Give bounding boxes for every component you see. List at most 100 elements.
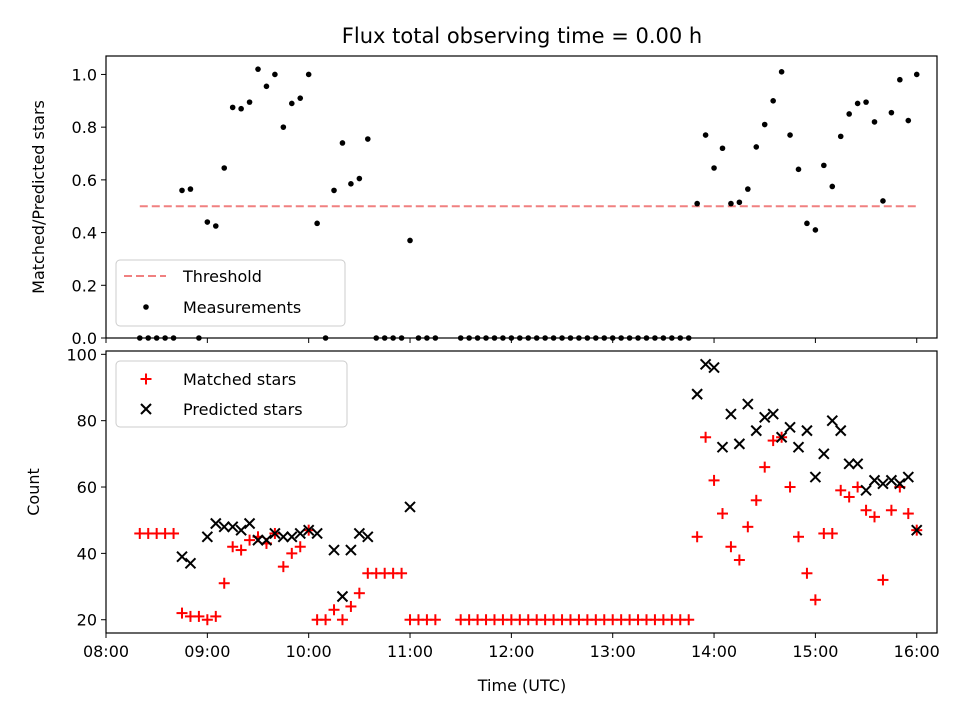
predicted-stars-point bbox=[742, 398, 754, 410]
measurement-point bbox=[837, 133, 844, 140]
measurement-point bbox=[238, 105, 244, 112]
legend-measurements-label: Measurements bbox=[183, 298, 301, 317]
measurement-point bbox=[745, 186, 751, 192]
predicted-stars-point bbox=[269, 527, 281, 540]
measurement-point bbox=[415, 335, 422, 341]
predicted-stars-point bbox=[311, 527, 323, 540]
matched-stars-point bbox=[429, 614, 441, 626]
top-y-tick-label: 0.8 bbox=[72, 118, 97, 137]
measurement-point bbox=[170, 335, 177, 341]
bottom-x-tick-label: 09:00 bbox=[184, 642, 230, 661]
matched-stars-point bbox=[294, 541, 306, 553]
matched-stars-point bbox=[168, 527, 180, 539]
measurement-point bbox=[390, 335, 396, 341]
measurement-points bbox=[136, 66, 920, 341]
matched-stars-point bbox=[708, 474, 720, 486]
measurement-point bbox=[863, 99, 869, 105]
predicted-stars-point bbox=[885, 474, 898, 487]
predicted-stars-points bbox=[176, 358, 923, 603]
measurement-point bbox=[702, 132, 709, 138]
measurement-point bbox=[331, 187, 337, 194]
matched-stars-point bbox=[235, 544, 247, 556]
predicted-stars-point bbox=[826, 414, 838, 427]
predicted-stars-point bbox=[725, 408, 737, 420]
measurement-point bbox=[466, 335, 472, 341]
predicted-stars-point bbox=[235, 524, 247, 536]
matched-stars-point bbox=[336, 614, 348, 626]
measurement-point bbox=[229, 104, 236, 111]
bottom-legend: Matched stars Predicted stars bbox=[115, 360, 348, 428]
measurement-point bbox=[356, 175, 363, 182]
measurement-point bbox=[153, 335, 160, 341]
measurement-point bbox=[457, 335, 464, 341]
measurement-point bbox=[381, 335, 388, 341]
measurement-point bbox=[846, 111, 852, 117]
measurement-point bbox=[212, 223, 219, 229]
predicted-stars-point bbox=[252, 534, 264, 546]
predicted-stars-point bbox=[362, 531, 374, 543]
measurement-point bbox=[255, 66, 261, 72]
measurement-point bbox=[787, 132, 793, 138]
measurement-point bbox=[913, 71, 920, 78]
measurement-point bbox=[162, 335, 168, 341]
matched-stars-point bbox=[210, 610, 222, 622]
measurement-point bbox=[694, 200, 700, 207]
top-y-ticks: 0.0 0.2 0.4 0.6 0.8 1.0 bbox=[72, 65, 106, 348]
predicted-stars-point bbox=[210, 517, 222, 530]
measurement-point bbox=[652, 335, 658, 341]
predicted-stars-point bbox=[809, 471, 822, 483]
matched-stars-point bbox=[353, 587, 365, 599]
bottom-x-ticks: 08:00 09:00 10:00 11:00 12:00 13:00 14:00 15:00… bbox=[83, 633, 940, 661]
measurement-point bbox=[179, 187, 185, 194]
measurement-point bbox=[593, 335, 599, 341]
measurement-point bbox=[398, 335, 405, 341]
measurement-point bbox=[829, 183, 836, 190]
measurement-point bbox=[525, 335, 532, 341]
matched-stars-point bbox=[320, 614, 332, 626]
bottom-x-tick-label: 16:00 bbox=[894, 642, 940, 661]
predicted-stars-point bbox=[792, 441, 805, 453]
predicted-stars-point bbox=[184, 557, 197, 570]
measurement-point bbox=[424, 335, 430, 341]
predicted-stars-point bbox=[328, 544, 340, 556]
predicted-stars-point bbox=[733, 438, 746, 450]
predicted-stars-point bbox=[286, 531, 298, 543]
matched-stars-point bbox=[877, 574, 889, 586]
top-legend: Threshold Measurements bbox=[115, 259, 346, 327]
measurement-point bbox=[567, 335, 574, 341]
predicted-stars-point bbox=[294, 527, 306, 540]
predicted-stars-point bbox=[345, 544, 357, 556]
predicted-stars-point bbox=[767, 408, 779, 420]
measurement-point bbox=[288, 100, 295, 107]
bottom-y-axis-label: Count bbox=[24, 468, 43, 516]
measurement-point bbox=[871, 119, 878, 125]
bottom-x-tick-label: 08:00 bbox=[83, 642, 129, 661]
measurement-point bbox=[297, 95, 304, 101]
legend-predicted-label: Predicted stars bbox=[183, 400, 303, 419]
measurement-point bbox=[272, 71, 278, 78]
predicted-stars-point bbox=[851, 458, 864, 470]
matched-stars-point bbox=[801, 567, 813, 579]
bottom-x-tick-label: 13:00 bbox=[590, 642, 636, 661]
matched-stars-point bbox=[218, 577, 230, 589]
measurement-point bbox=[373, 335, 380, 341]
matched-stars-point bbox=[286, 547, 298, 559]
predicted-stars-point bbox=[176, 550, 188, 563]
measurement-point bbox=[804, 220, 810, 227]
measurement-point bbox=[609, 335, 616, 341]
matched-stars-point bbox=[691, 531, 703, 543]
measurement-point bbox=[136, 335, 143, 341]
measurement-point bbox=[685, 335, 692, 341]
measurement-point bbox=[322, 335, 329, 341]
legend-matched-swatch bbox=[140, 373, 152, 385]
legend-matched-label: Matched stars bbox=[183, 370, 296, 389]
bottom-legend-box bbox=[115, 360, 348, 428]
measurement-point bbox=[204, 219, 211, 225]
matched-stars-point bbox=[843, 491, 855, 503]
predicted-stars-point bbox=[843, 458, 855, 470]
matched-stars-point bbox=[885, 504, 897, 516]
matched-stars-point bbox=[860, 504, 872, 516]
measurement-point bbox=[559, 335, 565, 341]
measurement-point bbox=[643, 335, 650, 341]
bottom-y-tick-label: 20 bbox=[77, 611, 97, 630]
